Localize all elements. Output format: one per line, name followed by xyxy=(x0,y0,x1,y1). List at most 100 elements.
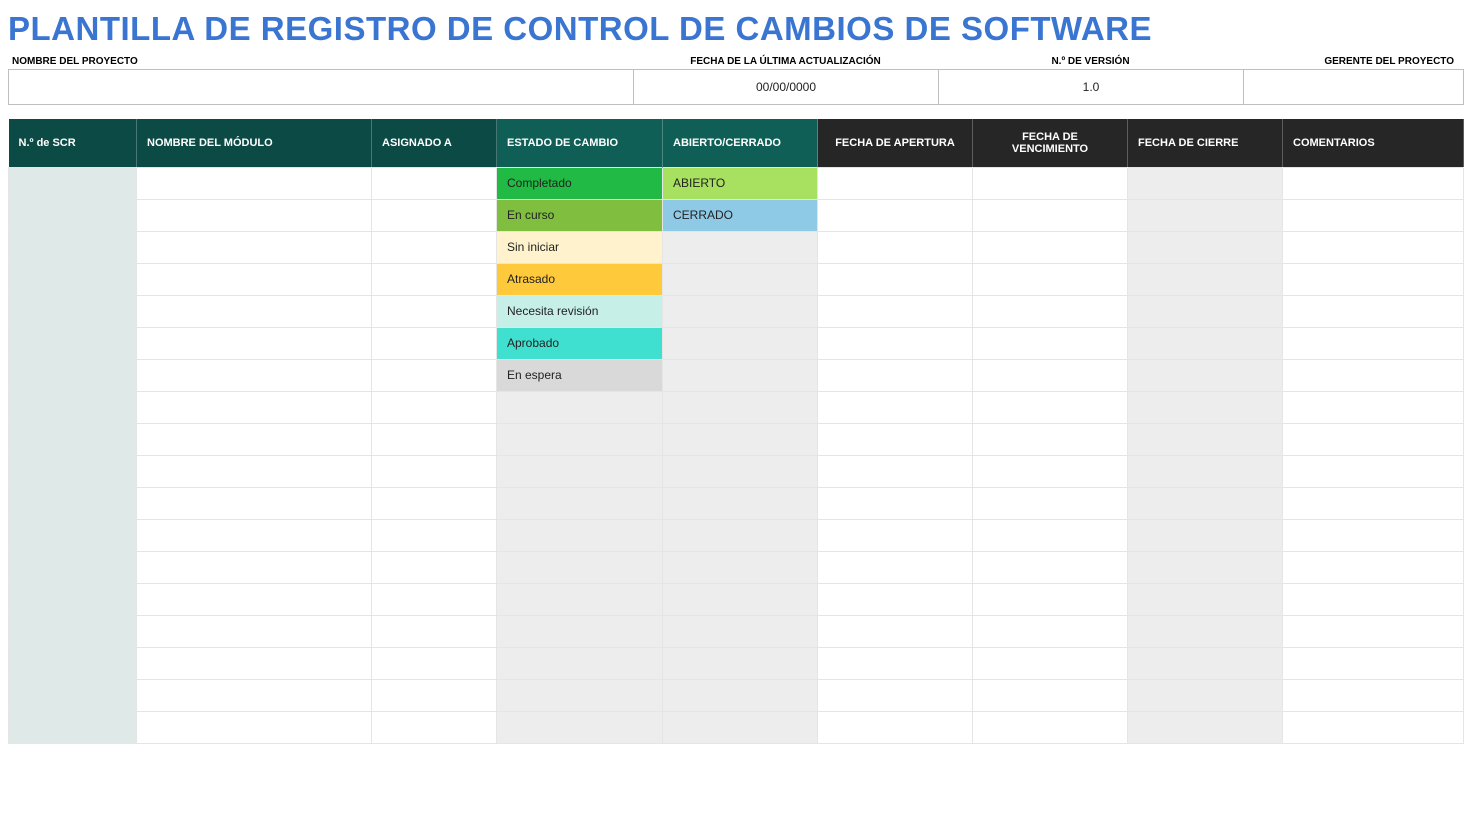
table-cell[interactable] xyxy=(1128,647,1283,679)
table-cell[interactable] xyxy=(663,711,818,743)
table-cell[interactable] xyxy=(137,391,372,423)
table-cell[interactable] xyxy=(9,199,137,231)
table-cell[interactable] xyxy=(973,359,1128,391)
table-cell[interactable] xyxy=(818,519,973,551)
table-cell[interactable]: Necesita revisión xyxy=(497,295,663,327)
table-cell[interactable] xyxy=(372,455,497,487)
table-cell[interactable] xyxy=(9,391,137,423)
table-cell[interactable] xyxy=(1128,167,1283,199)
table-cell[interactable] xyxy=(1283,583,1464,615)
table-cell[interactable] xyxy=(1283,455,1464,487)
table-cell[interactable] xyxy=(973,423,1128,455)
table-cell[interactable] xyxy=(1283,327,1464,359)
table-cell[interactable] xyxy=(497,551,663,583)
table-cell[interactable] xyxy=(973,551,1128,583)
table-cell[interactable] xyxy=(1128,487,1283,519)
table-cell[interactable] xyxy=(137,167,372,199)
table-cell[interactable] xyxy=(663,295,818,327)
table-cell[interactable] xyxy=(497,487,663,519)
table-cell[interactable] xyxy=(1128,423,1283,455)
table-cell[interactable] xyxy=(973,519,1128,551)
value-last-update[interactable]: 00/00/0000 xyxy=(634,70,939,104)
value-version[interactable]: 1.0 xyxy=(939,70,1244,104)
table-cell[interactable] xyxy=(1283,359,1464,391)
table-cell[interactable] xyxy=(663,615,818,647)
table-cell[interactable] xyxy=(1283,263,1464,295)
table-cell[interactable] xyxy=(1283,647,1464,679)
table-cell[interactable] xyxy=(818,359,973,391)
table-cell[interactable] xyxy=(973,615,1128,647)
table-cell[interactable]: En curso xyxy=(497,199,663,231)
table-cell[interactable] xyxy=(9,551,137,583)
table-cell[interactable] xyxy=(372,263,497,295)
table-cell[interactable] xyxy=(137,423,372,455)
table-cell[interactable] xyxy=(1283,423,1464,455)
table-cell[interactable] xyxy=(663,647,818,679)
table-cell[interactable] xyxy=(9,231,137,263)
table-cell[interactable] xyxy=(372,423,497,455)
table-cell[interactable] xyxy=(372,327,497,359)
table-cell[interactable] xyxy=(497,647,663,679)
table-cell[interactable] xyxy=(497,711,663,743)
table-cell[interactable] xyxy=(818,327,973,359)
table-cell[interactable] xyxy=(973,295,1128,327)
table-cell[interactable]: Sin iniciar xyxy=(497,231,663,263)
table-cell[interactable] xyxy=(137,199,372,231)
table-cell[interactable] xyxy=(372,679,497,711)
table-cell[interactable] xyxy=(1283,679,1464,711)
table-cell[interactable] xyxy=(137,327,372,359)
table-cell[interactable] xyxy=(973,327,1128,359)
table-cell[interactable] xyxy=(1128,551,1283,583)
table-cell[interactable] xyxy=(1128,327,1283,359)
table-cell[interactable] xyxy=(663,679,818,711)
table-cell[interactable]: Completado xyxy=(497,167,663,199)
table-cell[interactable] xyxy=(9,647,137,679)
table-cell[interactable] xyxy=(497,583,663,615)
table-cell[interactable] xyxy=(973,583,1128,615)
table-cell[interactable] xyxy=(818,199,973,231)
table-cell[interactable] xyxy=(1283,295,1464,327)
table-cell[interactable] xyxy=(137,455,372,487)
table-cell[interactable] xyxy=(1283,391,1464,423)
table-cell[interactable] xyxy=(818,423,973,455)
table-cell[interactable] xyxy=(663,551,818,583)
table-cell[interactable] xyxy=(497,615,663,647)
table-cell[interactable] xyxy=(818,455,973,487)
value-project-name[interactable] xyxy=(9,70,634,104)
table-cell[interactable] xyxy=(1128,295,1283,327)
table-cell[interactable] xyxy=(663,327,818,359)
table-cell[interactable] xyxy=(1283,551,1464,583)
table-cell[interactable] xyxy=(973,231,1128,263)
table-cell[interactable]: CERRADO xyxy=(663,199,818,231)
table-cell[interactable] xyxy=(372,711,497,743)
table-cell[interactable] xyxy=(1128,455,1283,487)
table-cell[interactable] xyxy=(818,583,973,615)
table-cell[interactable] xyxy=(497,455,663,487)
table-cell[interactable] xyxy=(1128,263,1283,295)
table-cell[interactable] xyxy=(818,647,973,679)
table-cell[interactable] xyxy=(137,583,372,615)
table-cell[interactable] xyxy=(973,263,1128,295)
table-cell[interactable] xyxy=(818,487,973,519)
table-cell[interactable] xyxy=(818,711,973,743)
table-cell[interactable] xyxy=(663,359,818,391)
table-cell[interactable] xyxy=(1283,487,1464,519)
table-cell[interactable] xyxy=(663,263,818,295)
table-cell[interactable] xyxy=(1128,615,1283,647)
table-cell[interactable] xyxy=(663,231,818,263)
table-cell[interactable] xyxy=(137,263,372,295)
table-cell[interactable] xyxy=(372,295,497,327)
table-cell[interactable] xyxy=(818,167,973,199)
table-cell[interactable] xyxy=(9,583,137,615)
table-cell[interactable] xyxy=(973,711,1128,743)
table-cell[interactable] xyxy=(372,231,497,263)
table-cell[interactable] xyxy=(1128,711,1283,743)
table-cell[interactable] xyxy=(1283,711,1464,743)
table-cell[interactable] xyxy=(818,231,973,263)
table-cell[interactable] xyxy=(9,519,137,551)
table-cell[interactable] xyxy=(663,391,818,423)
table-cell[interactable] xyxy=(497,679,663,711)
table-cell[interactable] xyxy=(372,199,497,231)
table-cell[interactable] xyxy=(9,711,137,743)
table-cell[interactable] xyxy=(497,519,663,551)
